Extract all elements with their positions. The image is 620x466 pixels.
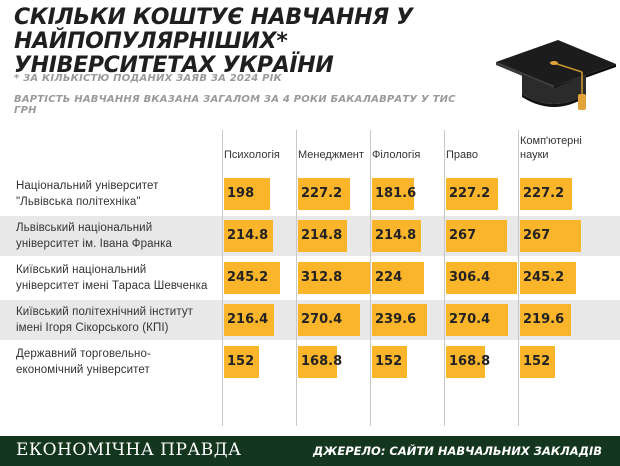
value-label: 168.8 (449, 354, 491, 369)
value-label: 239.6 (375, 312, 417, 327)
value-label: 270.4 (301, 312, 343, 327)
bar (520, 304, 571, 336)
value-label: 267 (449, 228, 477, 243)
value-label: 214.8 (375, 228, 417, 243)
brand-logo-text: Економічна правда (16, 440, 242, 460)
value-label: 152 (375, 354, 403, 369)
row-label: університет ім. Івана Франка (16, 238, 172, 250)
row-label: економічний університет (16, 364, 150, 376)
bar (372, 346, 407, 378)
bar (446, 262, 517, 294)
bar (446, 178, 498, 210)
bar (298, 178, 350, 210)
column-header: Менеджмент (298, 149, 364, 161)
column-header: Філологія (372, 149, 421, 161)
value-label: 198 (227, 186, 255, 201)
row-label: Національний університет (16, 180, 159, 192)
value-label: 214.8 (301, 228, 343, 243)
value-label: 245.2 (523, 270, 565, 285)
bar (520, 346, 555, 378)
value-label: 312.8 (301, 270, 343, 285)
page-title: Скільки коштує навчання у найпопулярніши… (14, 5, 413, 78)
bar (372, 178, 414, 210)
row-label: "Львівська політехніка" (16, 196, 141, 208)
bar (446, 304, 508, 336)
value-label: 224 (375, 270, 403, 285)
value-label: 181.6 (375, 186, 417, 201)
source-text: Джерело: сайти навчальних закладів (313, 444, 602, 458)
row-label: імені Ігоря Сікорського (КПІ) (16, 322, 169, 334)
value-label: 152 (523, 354, 551, 369)
value-label: 216.4 (227, 312, 269, 327)
value-label: 306.4 (449, 270, 491, 285)
column-header: Психологія (224, 149, 280, 161)
bar (446, 220, 507, 252)
column-divider (296, 130, 297, 426)
row-label: Київський політехнічний інститут (16, 306, 194, 318)
bar (520, 178, 572, 210)
column-header: Комп'ютерні науки (520, 135, 582, 161)
bar (224, 220, 273, 252)
bar (298, 346, 337, 378)
bar (298, 304, 360, 336)
bar (298, 220, 347, 252)
column-header: Право (446, 149, 478, 161)
value-label: 227.2 (449, 186, 491, 201)
column-divider (370, 130, 371, 426)
graduation-cap-icon (496, 40, 616, 110)
value-label: 245.2 (227, 270, 269, 285)
value-label: 227.2 (301, 186, 343, 201)
column-divider (518, 130, 519, 426)
value-label: 227.2 (523, 186, 565, 201)
page-subtitle: Вартість навчання вказана загалом за 4 р… (14, 94, 456, 116)
row-label: Київський національний (16, 264, 147, 276)
value-label: 152 (227, 354, 255, 369)
value-label: 219.6 (523, 312, 565, 327)
bar (224, 304, 274, 336)
row-label: університет імені Тараса Шевченка (16, 280, 208, 292)
footnote-text: * за кількістю поданих заяв за 2024 рік (14, 73, 282, 84)
bar (372, 304, 427, 336)
value-label: 168.8 (301, 354, 343, 369)
bar (224, 178, 270, 210)
bar (224, 262, 280, 294)
bar (298, 262, 370, 294)
cost-table: Психологія Менеджмент Філологія Право Комп'ю… (0, 130, 620, 430)
bar (224, 346, 259, 378)
bar (372, 220, 421, 252)
value-label: 267 (523, 228, 551, 243)
row-label: Державний торговельно- (16, 348, 151, 360)
row-label: Львівський національний (16, 222, 153, 234)
column-divider (222, 130, 223, 426)
column-divider (444, 130, 445, 426)
bar (372, 262, 424, 294)
bar (446, 346, 485, 378)
value-label: 214.8 (227, 228, 269, 243)
bar (520, 220, 581, 252)
bar (520, 262, 576, 294)
value-label: 270.4 (449, 312, 491, 327)
footer-bar: Економічна правда Джерело: сайти навчаль… (0, 436, 620, 466)
